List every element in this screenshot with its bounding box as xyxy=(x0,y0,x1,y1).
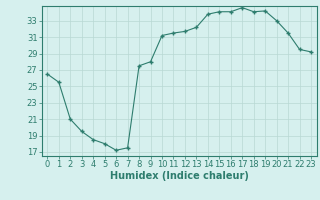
X-axis label: Humidex (Indice chaleur): Humidex (Indice chaleur) xyxy=(110,171,249,181)
